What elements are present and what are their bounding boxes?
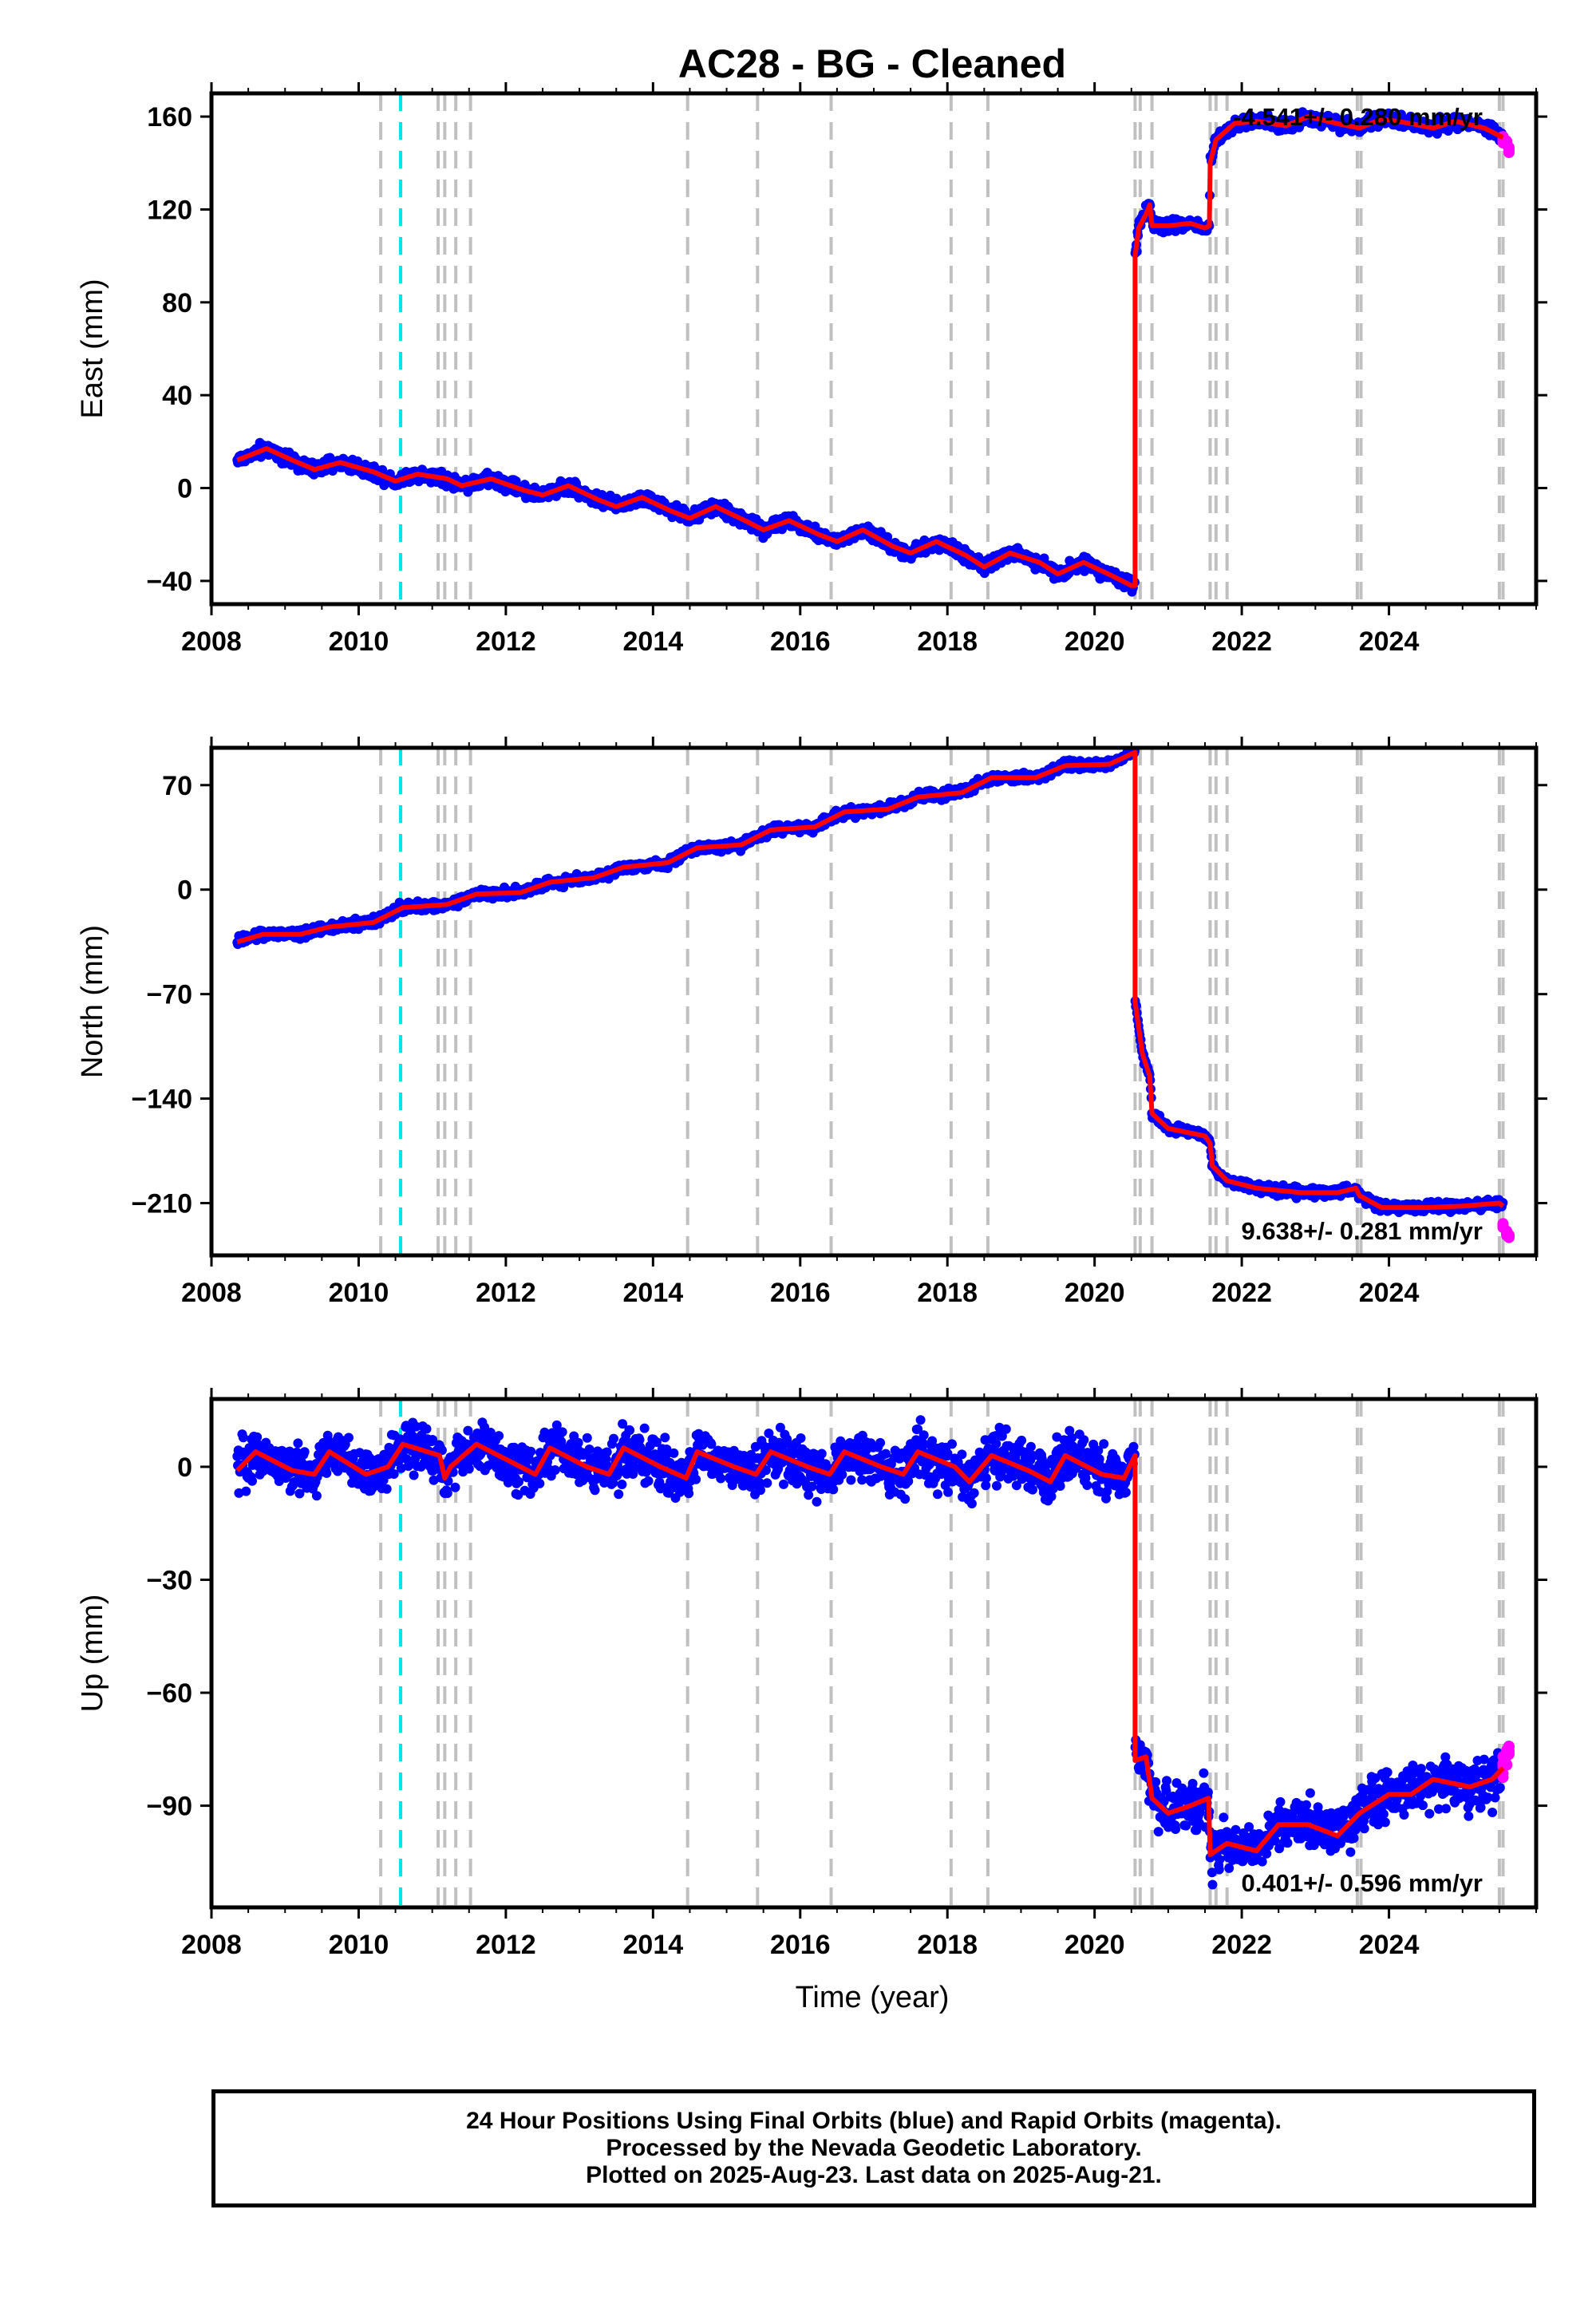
x-tick-label: 2014 [623,1278,684,1308]
x-tick-label: 2008 [181,626,242,657]
x-tick-label: 2016 [770,626,831,657]
x-tick-label: 2020 [1065,1278,1125,1308]
x-tick-label: 2024 [1359,626,1420,657]
y-tick-label: −140 [131,1085,192,1115]
plot-area [232,93,1515,604]
y-tick-label: 70 [162,771,192,801]
north-panel: 2008 2010 2012 2014 2016 2018 2020 2022 2024 −210… [76,737,1547,1308]
y-tick-label: −70 [146,980,192,1010]
final-orbit-points [232,1415,1508,1890]
velocity-annotation: 9.638+/- 0.281 mm/yr [1242,1217,1483,1245]
y-axis-label: East (mm) [76,279,109,418]
y-tick-label: −210 [131,1189,192,1219]
y-axis-label: North (mm) [76,925,109,1078]
y-tick-label: 0 [177,474,192,504]
x-tick-label: 2012 [476,626,536,657]
rapid-orbit-point [1503,147,1515,159]
y-tick-label: 120 [147,195,192,225]
final-orbit-point [241,1486,251,1496]
y-tick-label: 40 [162,381,192,411]
x-tick-label: 2008 [181,1278,242,1308]
up-panel: 2008 2010 2012 2014 2016 2018 2020 2022 2024−90−… [76,1388,1547,1960]
final-orbit-point [247,1476,257,1486]
east-panel: 2008 2010 2012 2014 2016 2018 2020 2022 2024 −40 0… [76,82,1547,657]
x-tick-label: 2022 [1211,626,1272,657]
model-line [236,114,1504,588]
y-tick-label: −40 [146,567,192,597]
x-tick-label: 2022 [1211,1278,1272,1308]
figure-title: AC28 - BG - Cleaned [678,41,1066,86]
x-tick-label: 2014 [623,626,684,657]
x-tick-label: 2010 [329,626,389,657]
y-tick-label: 80 [162,288,192,318]
final-orbit-point [238,1433,248,1443]
x-tick-label: 2020 [1065,626,1125,657]
final-orbit-points [232,107,1508,597]
x-tick-label: 2018 [917,626,978,657]
plot-frame [209,745,1539,1258]
x-tick-label: 2012 [476,1278,536,1308]
final-orbit-point [252,1432,263,1442]
plot-area [232,1399,1515,1907]
plot-area [232,748,1515,1255]
velocity-annotation: -4.541+/- 0.280 mm/yr [1233,103,1483,131]
rapid-orbit-points [1497,1218,1515,1243]
x-tick-label: 2016 [770,1278,831,1308]
x-tick-label: 2024 [1359,1278,1420,1308]
rapid-orbit-point [1503,1229,1515,1241]
model-line [236,749,1505,1211]
y-tick-label: 0 [177,875,192,906]
x-tick-label: 2010 [329,1278,389,1308]
y-tick-label: 160 [147,102,192,132]
final-orbit-points [232,748,1508,1218]
x-tick-label: 2018 [917,1278,978,1308]
final-orbit-point [1262,109,1273,120]
